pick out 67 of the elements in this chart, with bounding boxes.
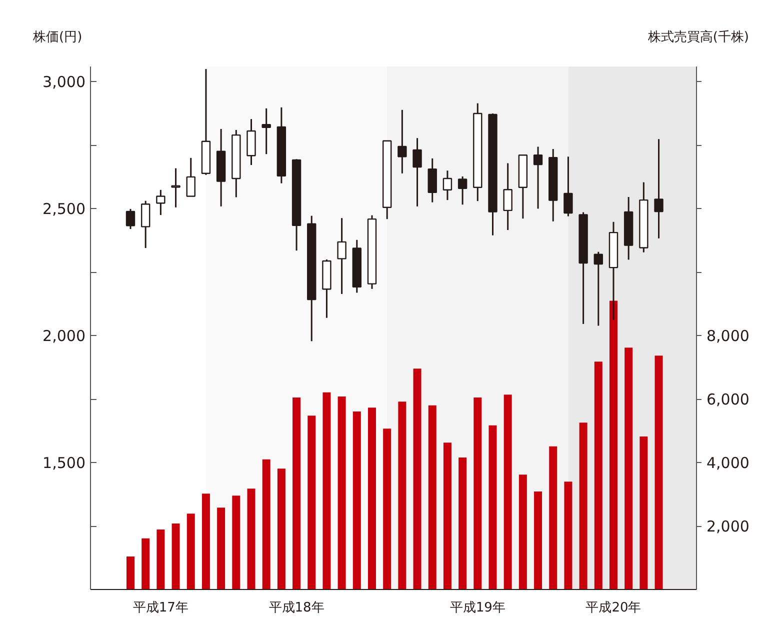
bar bbox=[383, 428, 392, 590]
x-tick-label: 平成17年 bbox=[132, 600, 188, 616]
y2-tick-label: 4,000 bbox=[706, 454, 750, 472]
bar bbox=[322, 392, 331, 590]
candlestick bbox=[171, 168, 180, 208]
y2-tick-label: 8,000 bbox=[706, 327, 750, 346]
candlestick bbox=[594, 251, 603, 326]
candlestick bbox=[126, 208, 136, 230]
x-tick-label: 平成19年 bbox=[450, 600, 506, 616]
bar bbox=[474, 398, 482, 590]
y2-tick-label: 6,000 bbox=[706, 390, 750, 409]
bar bbox=[368, 408, 376, 590]
bar bbox=[126, 556, 134, 590]
candlestick bbox=[564, 156, 573, 218]
y2-axis-title: 株式売買高(千株) bbox=[648, 29, 749, 47]
bar bbox=[292, 398, 301, 590]
bar bbox=[413, 368, 422, 590]
x-tick-label: 平成20年 bbox=[586, 600, 642, 616]
candlestick bbox=[262, 108, 271, 155]
bar bbox=[247, 488, 256, 590]
bar bbox=[549, 446, 558, 590]
bar bbox=[564, 482, 572, 590]
y-tick-label: 2,500 bbox=[42, 200, 86, 218]
y2-tick-label: 2,000 bbox=[706, 518, 750, 536]
bar bbox=[488, 425, 497, 590]
bar bbox=[579, 422, 588, 590]
bar bbox=[262, 459, 270, 590]
bar bbox=[428, 405, 436, 590]
candlestick bbox=[398, 109, 407, 174]
candlestick bbox=[428, 158, 437, 204]
x-tick-label: 平成18年 bbox=[268, 600, 324, 616]
bar bbox=[172, 523, 180, 590]
bar bbox=[352, 411, 361, 590]
bar bbox=[518, 474, 527, 590]
bar bbox=[594, 362, 602, 590]
bar bbox=[398, 402, 406, 590]
bar bbox=[156, 530, 165, 590]
candlestick bbox=[156, 189, 166, 216]
candlestick bbox=[412, 137, 422, 208]
y-tick-label: 3,000 bbox=[42, 73, 86, 92]
bar bbox=[277, 468, 286, 590]
bar bbox=[609, 300, 618, 590]
bar bbox=[640, 436, 648, 590]
bar bbox=[186, 514, 195, 590]
bar bbox=[534, 491, 542, 590]
bar bbox=[217, 508, 226, 590]
y-tick-label: 2,000 bbox=[42, 327, 86, 346]
candlestick bbox=[458, 176, 468, 206]
bar bbox=[458, 457, 467, 590]
y-tick-label: 1,500 bbox=[42, 454, 86, 472]
bar bbox=[308, 416, 316, 590]
bar bbox=[443, 442, 452, 590]
bar bbox=[654, 356, 663, 590]
bar bbox=[232, 496, 240, 590]
bar bbox=[338, 396, 346, 590]
candlestick bbox=[442, 170, 452, 201]
bar bbox=[624, 348, 633, 590]
bar bbox=[202, 494, 210, 590]
candlestick bbox=[140, 200, 150, 249]
bar bbox=[504, 394, 512, 590]
candlestick bbox=[503, 162, 512, 231]
candlestick bbox=[654, 138, 664, 240]
candlestick bbox=[186, 157, 196, 197]
bar bbox=[142, 538, 150, 590]
y-axis-title: 株価(円) bbox=[33, 29, 82, 47]
candlestick bbox=[337, 217, 346, 295]
candlestick bbox=[533, 146, 543, 210]
